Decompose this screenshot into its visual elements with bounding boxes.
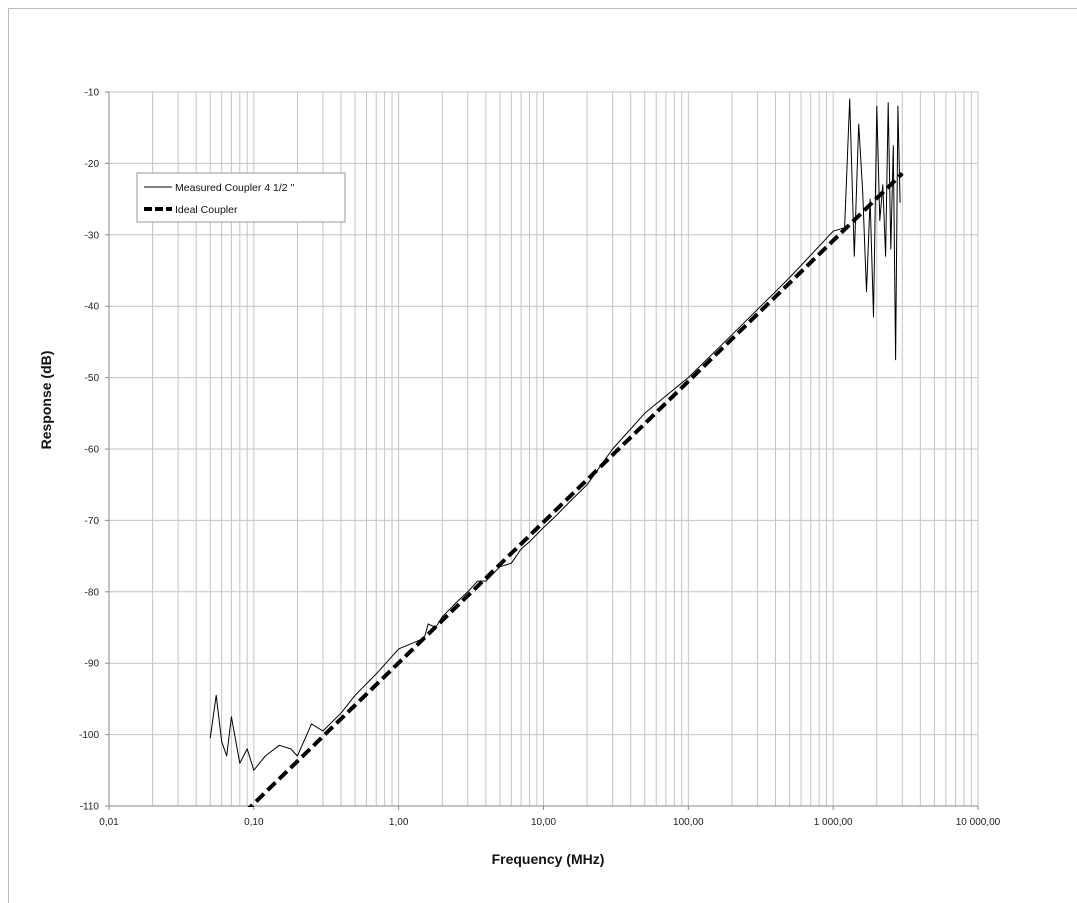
y-tick-label: -100 bbox=[79, 730, 99, 741]
x-tick-label: 100,00 bbox=[673, 817, 704, 828]
series-line-ideal bbox=[247, 171, 904, 807]
y-tick-label: -60 bbox=[85, 445, 100, 456]
y-tick-label: -30 bbox=[85, 230, 100, 241]
legend-label-measured: Measured Coupler 4 1/2 " bbox=[175, 182, 295, 194]
y-axis-title: Response (dB) bbox=[38, 351, 54, 450]
x-tick-label: 1 000,00 bbox=[814, 817, 853, 828]
x-tick-label: 0,10 bbox=[244, 817, 264, 828]
y-tick-label: -40 bbox=[85, 302, 100, 313]
y-tick-label: -50 bbox=[85, 373, 100, 384]
series-layer bbox=[209, 98, 904, 807]
y-tick-label: -90 bbox=[85, 659, 100, 670]
chart-frame bbox=[8, 8, 1077, 903]
legend: Measured Coupler 4 1/2 " Ideal Coupler bbox=[136, 172, 346, 223]
tick-labels: 0,01 0,10 1,00 10,00 100,00 1 000,00 10 000,00… bbox=[79, 88, 1001, 829]
y-tick-label: -20 bbox=[85, 159, 100, 170]
y-tick-label: -110 bbox=[80, 802, 100, 813]
y-tick-label: -10 bbox=[85, 88, 100, 99]
x-tick-label: 1,00 bbox=[389, 817, 409, 828]
series-line-measured bbox=[209, 98, 901, 771]
x-axis-title: Frequency (MHz) bbox=[492, 851, 605, 867]
legend-box bbox=[136, 172, 346, 223]
x-tick-label: 10 000,00 bbox=[956, 817, 1001, 828]
x-tick-label: 0,01 bbox=[99, 817, 119, 828]
y-tick-label: -80 bbox=[85, 587, 100, 598]
legend-label-ideal: Ideal Coupler bbox=[175, 204, 238, 216]
x-tick-label: 10,00 bbox=[531, 817, 556, 828]
y-tick-label: -70 bbox=[85, 516, 100, 527]
